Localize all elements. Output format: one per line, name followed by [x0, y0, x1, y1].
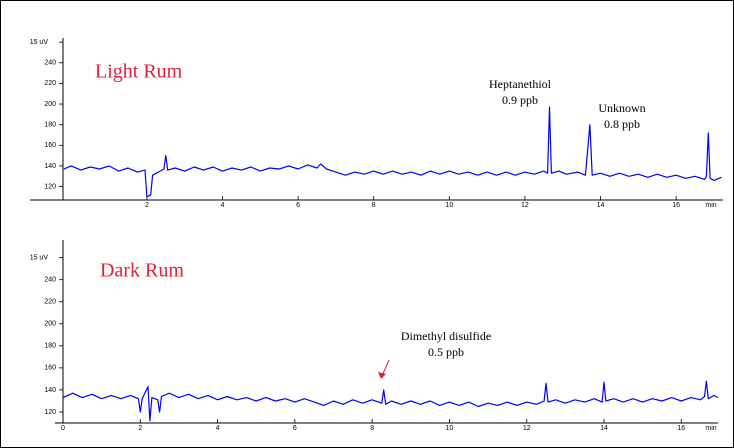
y-tick-label: 220 [44, 299, 56, 306]
y-tick-label: 240 [44, 60, 56, 67]
annotation: Unknown [598, 101, 645, 115]
x-tick-label: 4 [216, 425, 220, 432]
panel-title: Light Rum [95, 61, 183, 83]
y-tick-label: 200 [44, 101, 56, 108]
annotation: 0.9 ppb [502, 93, 538, 107]
x-axis-label: min [705, 425, 716, 432]
x-tick-label: 10 [445, 202, 453, 209]
x-tick-label: 0 [61, 425, 65, 432]
annotation: Heptanethiol [489, 77, 552, 91]
y-tick-label: 240 [44, 277, 56, 284]
annotation: Dimethyl disulfide [401, 329, 491, 343]
panel-title: Dark Rum [100, 260, 184, 282]
y-tick-label: 160 [44, 365, 56, 372]
x-tick-label: 6 [293, 425, 297, 432]
x-tick-label: 2 [138, 425, 142, 432]
y-tick-label: 15 uV [30, 39, 49, 46]
x-tick-label: 8 [372, 202, 376, 209]
annotation: 0.8 ppb [604, 117, 640, 131]
x-axis-label: min [705, 202, 716, 209]
annotation-arrowhead [378, 372, 386, 379]
y-tick-label: 220 [44, 80, 56, 87]
x-tick-label: 12 [521, 202, 529, 209]
annotation: 0.5 ppb [428, 345, 464, 359]
x-tick-label: 2 [145, 202, 149, 209]
x-tick-label: 16 [677, 425, 685, 432]
y-tick-label: 120 [44, 409, 56, 416]
x-tick-label: 14 [600, 425, 608, 432]
x-tick-label: 4 [221, 202, 225, 209]
trace [62, 380, 719, 422]
y-tick-label: 140 [44, 163, 56, 170]
trace [63, 106, 722, 198]
x-tick-label: 6 [296, 202, 300, 209]
x-tick-label: 8 [370, 425, 374, 432]
y-tick-label: 180 [44, 122, 56, 129]
x-tick-label: 14 [597, 202, 605, 209]
x-tick-label: 16 [672, 202, 680, 209]
y-tick-label: 15 uV [30, 254, 49, 261]
y-tick-label: 180 [44, 343, 56, 350]
y-tick-label: 140 [44, 387, 56, 394]
x-tick-label: 12 [523, 425, 531, 432]
y-tick-label: 160 [44, 142, 56, 149]
x-tick-label: 10 [446, 425, 454, 432]
y-tick-label: 120 [44, 183, 56, 190]
y-tick-label: 200 [44, 321, 56, 328]
